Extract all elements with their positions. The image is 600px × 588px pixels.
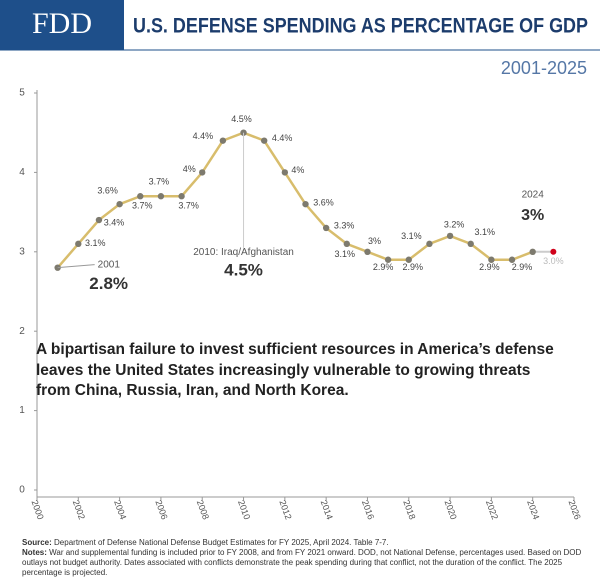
value-label: 2.9%: [512, 262, 533, 272]
value-label: 4.5%: [231, 114, 252, 124]
x-tick-label: 2016: [360, 499, 376, 521]
x-tick-label: 2012: [277, 499, 293, 521]
value-label: 3.2%: [444, 219, 465, 229]
y-tick-label: 3: [19, 246, 25, 257]
value-label: 3.1%: [85, 238, 106, 248]
notes-text: War and supplemental funding is included…: [22, 548, 582, 577]
data-point: [302, 200, 309, 208]
y-tick-label: 5: [19, 88, 25, 99]
x-tick-label: 2010: [236, 499, 252, 521]
value-label: 2.9%: [403, 262, 424, 272]
data-point: [178, 193, 185, 200]
value-label: 3.3%: [334, 220, 355, 230]
x-tick-label: 2024: [525, 499, 541, 521]
annotation-leader: [57, 264, 95, 269]
data-point: [219, 137, 227, 144]
data-point: [137, 193, 144, 200]
data-point: [95, 216, 103, 224]
data-point: [322, 224, 330, 232]
data-line: [56, 131, 534, 269]
value-label: 3.4%: [104, 217, 125, 227]
y-tick-label: 1: [19, 405, 25, 416]
x-tick-label: 2006: [153, 499, 169, 521]
logo: FDD: [32, 7, 92, 40]
source: Source: Department of Defense National D…: [22, 538, 592, 548]
annotation: 2010: Iraq/Afghanistan: [193, 247, 294, 258]
value-label: 4%: [291, 165, 304, 175]
data-point: [364, 248, 371, 255]
value-label: 3.1%: [335, 249, 356, 259]
value-label: 3.7%: [149, 177, 170, 187]
source-text: Department of Defense National Defense B…: [54, 538, 389, 547]
y-tick-label: 4: [19, 167, 25, 178]
value-label: 2.9%: [373, 262, 394, 272]
annotation-value: 4.5%: [224, 260, 263, 279]
data-point: [157, 193, 165, 200]
message: A bipartisan failure to invest sufficien…: [36, 341, 554, 399]
value-label: 4.4%: [193, 131, 214, 141]
data-point: [260, 137, 268, 144]
data-point: [343, 240, 351, 248]
y-tick-label: 2: [19, 326, 25, 337]
data-point: [529, 248, 536, 255]
data-point: [384, 256, 392, 263]
value-label: 2.9%: [479, 262, 500, 272]
value-label: 3.7%: [178, 201, 199, 211]
data-point: [199, 169, 206, 176]
value-label-big: 3%: [521, 207, 544, 224]
value-label: 3.1%: [474, 227, 495, 237]
x-tick-label: 2026: [566, 499, 582, 521]
footer: Source: Department of Defense National D…: [22, 538, 592, 578]
x-tick-label: 2008: [195, 499, 211, 521]
notes: Notes: War and supplemental funding is i…: [22, 548, 592, 578]
data-point: [116, 200, 123, 208]
x-tick-label: 2002: [71, 499, 87, 521]
data-point: [467, 240, 474, 248]
value-label: 3.1%: [401, 231, 422, 241]
data-point: [405, 256, 412, 263]
value-label: 4%: [183, 164, 196, 174]
x-tick-label: 2000: [29, 499, 45, 521]
value-label: 3.7%: [132, 201, 153, 211]
source-label: Source:: [22, 538, 52, 547]
data-point: [488, 256, 495, 263]
notes-label: Notes:: [22, 548, 47, 557]
data-point: [508, 256, 516, 263]
value-label: 3.6%: [97, 186, 118, 196]
data-point: [75, 240, 82, 248]
annotation: 2001: [98, 259, 121, 270]
value-label: 4.4%: [272, 133, 293, 143]
chart-title: U.S. DEFENSE SPENDING AS PERCENTAGE OF G…: [133, 15, 588, 38]
logo-box: [0, 0, 124, 50]
subtitle: 2001-2025: [501, 58, 587, 78]
data-point: [550, 248, 557, 255]
annotation: 2024: [522, 189, 545, 200]
x-tick-label: 2022: [484, 499, 500, 521]
y-tick-label: 0: [19, 485, 25, 496]
value-label: 3%: [368, 236, 381, 246]
x-tick-label: 2004: [112, 499, 128, 521]
data-point: [281, 169, 289, 176]
x-tick-label: 2020: [443, 499, 459, 521]
data-point: [446, 232, 454, 240]
x-tick-label: 2018: [401, 499, 417, 521]
x-tick-label: 2014: [319, 499, 335, 521]
value-label: 3.6%: [313, 198, 334, 208]
value-label: 3.0%: [543, 256, 564, 266]
data-point: [426, 240, 433, 248]
value-label-big: 2.8%: [89, 274, 128, 293]
